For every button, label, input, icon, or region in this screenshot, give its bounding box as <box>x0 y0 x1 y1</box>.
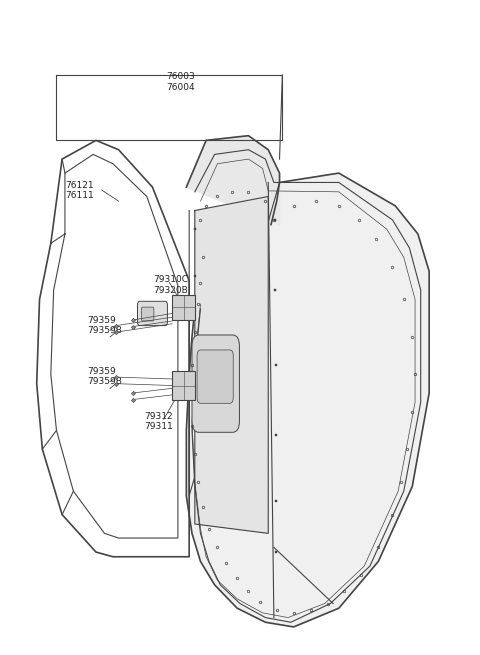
FancyBboxPatch shape <box>137 301 168 326</box>
Polygon shape <box>186 173 429 627</box>
FancyBboxPatch shape <box>172 371 195 400</box>
Text: 76003: 76003 <box>167 73 195 81</box>
Text: 79359: 79359 <box>87 367 116 376</box>
FancyBboxPatch shape <box>172 295 195 320</box>
Text: 76004: 76004 <box>167 83 195 92</box>
Text: 79311: 79311 <box>144 422 173 432</box>
FancyBboxPatch shape <box>142 307 154 321</box>
Text: 79359: 79359 <box>87 316 116 325</box>
Text: 79359B: 79359B <box>87 326 122 335</box>
Text: 79359B: 79359B <box>87 377 122 386</box>
Text: 79310C: 79310C <box>154 276 189 284</box>
Polygon shape <box>186 136 279 225</box>
FancyBboxPatch shape <box>192 335 240 432</box>
FancyBboxPatch shape <box>197 350 233 403</box>
Text: 76121: 76121 <box>65 181 94 190</box>
Polygon shape <box>195 196 268 533</box>
Text: 79320B: 79320B <box>154 286 188 295</box>
Text: 76111: 76111 <box>65 191 94 200</box>
Text: 79312: 79312 <box>144 412 173 421</box>
